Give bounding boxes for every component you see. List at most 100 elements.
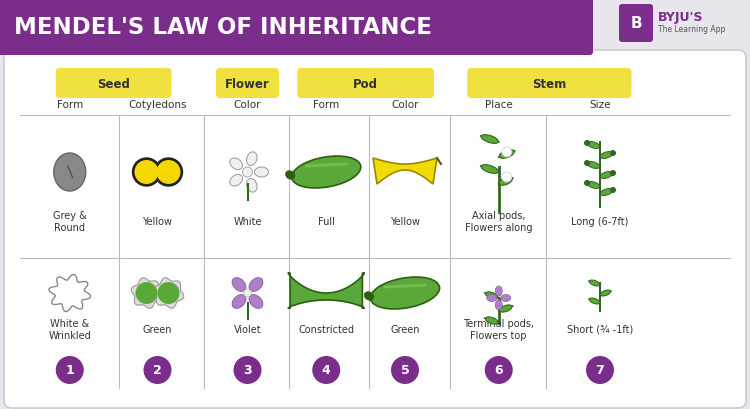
Text: Color: Color <box>392 100 418 110</box>
Text: Grey &
Round: Grey & Round <box>53 211 86 233</box>
Text: Yellow: Yellow <box>142 217 172 227</box>
Ellipse shape <box>286 171 295 179</box>
Ellipse shape <box>495 300 502 310</box>
Circle shape <box>143 356 172 384</box>
Ellipse shape <box>247 178 257 192</box>
Circle shape <box>312 356 340 384</box>
Circle shape <box>502 172 512 182</box>
Ellipse shape <box>485 292 498 299</box>
FancyBboxPatch shape <box>4 50 746 408</box>
Ellipse shape <box>230 158 242 170</box>
Ellipse shape <box>500 305 512 312</box>
Text: 3: 3 <box>243 364 252 378</box>
Ellipse shape <box>587 182 600 189</box>
Circle shape <box>133 158 160 186</box>
Circle shape <box>610 150 616 156</box>
Text: Stem: Stem <box>532 77 566 90</box>
Circle shape <box>502 147 512 157</box>
Ellipse shape <box>587 142 600 148</box>
Circle shape <box>586 356 614 384</box>
Text: Constricted: Constricted <box>298 325 354 335</box>
Ellipse shape <box>600 171 613 178</box>
Text: 7: 7 <box>596 364 604 378</box>
Text: BYJU'S: BYJU'S <box>658 11 704 25</box>
Ellipse shape <box>500 177 512 185</box>
Text: B: B <box>630 16 642 31</box>
Ellipse shape <box>364 292 374 300</box>
Polygon shape <box>153 278 184 308</box>
Ellipse shape <box>292 156 361 188</box>
Text: Violet: Violet <box>234 325 261 335</box>
Text: 5: 5 <box>400 364 410 378</box>
Text: 4: 4 <box>322 364 331 378</box>
Text: Form: Form <box>57 100 82 110</box>
Text: Place: Place <box>484 100 513 110</box>
Ellipse shape <box>370 277 440 309</box>
Ellipse shape <box>232 278 246 291</box>
Text: 1: 1 <box>65 364 74 378</box>
Text: Terminal pods,
Flowers top: Terminal pods, Flowers top <box>464 319 534 341</box>
FancyBboxPatch shape <box>467 68 632 98</box>
Circle shape <box>56 356 84 384</box>
Ellipse shape <box>485 317 498 324</box>
Ellipse shape <box>482 165 498 173</box>
Circle shape <box>584 160 590 166</box>
Ellipse shape <box>482 135 498 144</box>
FancyBboxPatch shape <box>297 68 434 98</box>
FancyBboxPatch shape <box>619 4 653 42</box>
Ellipse shape <box>600 152 613 158</box>
Text: 6: 6 <box>494 364 503 378</box>
Polygon shape <box>288 273 364 308</box>
Circle shape <box>391 356 419 384</box>
Text: The Learning App: The Learning App <box>658 25 725 34</box>
Ellipse shape <box>587 162 600 169</box>
Ellipse shape <box>590 280 600 286</box>
Text: Axial pods,
Flowers along: Axial pods, Flowers along <box>465 211 532 233</box>
Text: Form: Form <box>314 100 339 110</box>
Circle shape <box>610 170 616 176</box>
Ellipse shape <box>249 294 262 308</box>
Polygon shape <box>131 278 162 308</box>
Text: Color: Color <box>234 100 261 110</box>
Ellipse shape <box>249 278 262 291</box>
Ellipse shape <box>501 294 511 301</box>
Text: MENDEL'S LAW OF INHERITANCE: MENDEL'S LAW OF INHERITANCE <box>14 16 432 38</box>
Ellipse shape <box>600 189 613 196</box>
Text: Green: Green <box>142 325 172 335</box>
Circle shape <box>136 282 158 304</box>
Circle shape <box>484 356 513 384</box>
Text: Short (¾ -1ft): Short (¾ -1ft) <box>567 325 633 335</box>
Polygon shape <box>49 274 91 312</box>
Ellipse shape <box>230 175 242 186</box>
Circle shape <box>154 158 182 186</box>
Circle shape <box>233 356 262 384</box>
Ellipse shape <box>254 167 268 177</box>
Text: White: White <box>233 217 262 227</box>
Ellipse shape <box>232 294 246 308</box>
Circle shape <box>244 289 251 297</box>
Circle shape <box>242 167 253 177</box>
Polygon shape <box>373 158 437 184</box>
Ellipse shape <box>500 150 514 158</box>
Ellipse shape <box>487 294 496 301</box>
Text: Yellow: Yellow <box>390 217 420 227</box>
Text: Flower: Flower <box>225 77 270 90</box>
Circle shape <box>584 140 590 146</box>
Text: 2: 2 <box>153 364 162 378</box>
Circle shape <box>584 180 590 186</box>
FancyBboxPatch shape <box>0 0 593 55</box>
Circle shape <box>610 187 616 193</box>
Circle shape <box>158 282 179 304</box>
Ellipse shape <box>54 153 86 191</box>
Text: Seed: Seed <box>98 77 130 90</box>
FancyBboxPatch shape <box>56 68 172 98</box>
Text: Full: Full <box>318 217 334 227</box>
Circle shape <box>134 160 158 184</box>
Text: Size: Size <box>590 100 610 110</box>
Ellipse shape <box>247 152 257 166</box>
Circle shape <box>157 160 181 184</box>
Text: Pod: Pod <box>353 77 378 90</box>
Ellipse shape <box>495 286 502 296</box>
Ellipse shape <box>600 290 610 296</box>
Text: Long (6-7ft): Long (6-7ft) <box>572 217 628 227</box>
